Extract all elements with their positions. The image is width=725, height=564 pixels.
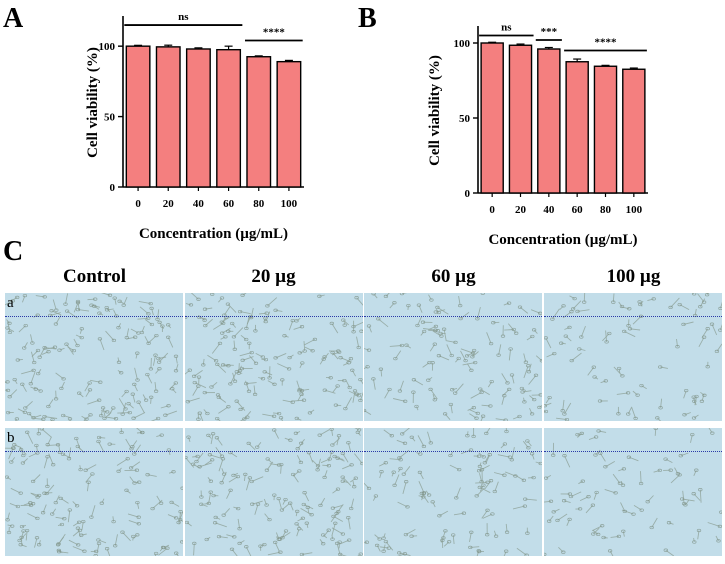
cell-texture	[544, 293, 722, 421]
panel-letter-a: A	[3, 3, 24, 34]
cell-texture	[185, 428, 363, 556]
x-tick-label: 100	[626, 204, 643, 216]
y-tick-label: 100	[99, 41, 116, 53]
bar	[216, 48, 242, 188]
y-tick-label: 50	[104, 112, 116, 124]
micrograph-tile	[544, 293, 722, 421]
bar	[125, 45, 151, 188]
reference-dashed-line	[544, 316, 722, 317]
x-tick-label: 80	[600, 204, 612, 216]
bar	[593, 65, 618, 194]
y-tick-label: 0	[465, 188, 471, 200]
bar	[185, 48, 211, 188]
column-header-60ug: 60 µg	[431, 266, 476, 287]
significance-label: ****	[595, 37, 618, 49]
x-axis-title: Concentration (µg/mL)	[488, 232, 637, 248]
y-axis-title: Cell viability (%)	[427, 55, 443, 166]
reference-dashed-line	[544, 451, 722, 452]
x-tick-label: 60	[572, 204, 584, 216]
micrograph-tile	[185, 428, 363, 556]
y-axis-title: Cell viability (%)	[85, 47, 101, 158]
cell-texture	[5, 428, 183, 556]
micrograph-tile	[364, 428, 542, 556]
x-tick-label: 100	[281, 198, 298, 210]
reference-dashed-line	[5, 316, 183, 317]
x-tick-label: 0	[135, 198, 141, 210]
bar	[276, 60, 302, 188]
x-tick-label: 40	[543, 204, 555, 216]
reference-dashed-line	[364, 316, 542, 317]
column-header-100ug: 100 µg	[606, 266, 661, 287]
reference-dashed-line	[185, 316, 363, 317]
column-header-20ug: 20 µg	[251, 266, 296, 287]
bar	[622, 68, 646, 194]
bar	[155, 46, 181, 188]
cell-texture	[364, 428, 542, 556]
y-tick-label: 100	[454, 38, 471, 50]
panel-letter-c: C	[3, 236, 24, 267]
cell-texture	[364, 293, 542, 421]
x-tick-label: 20	[163, 198, 175, 210]
x-tick-label: 80	[253, 198, 265, 210]
bar	[565, 61, 589, 194]
micrograph-tile	[544, 428, 722, 556]
reference-dashed-line	[5, 451, 183, 452]
panel-letter-b: B	[358, 3, 377, 34]
cell-texture	[544, 428, 722, 556]
row-label: b	[7, 430, 15, 446]
micrograph-tile	[5, 428, 183, 556]
x-tick-label: 60	[223, 198, 235, 210]
row-label: a	[7, 295, 14, 311]
reference-dashed-line	[364, 451, 542, 452]
column-header-control: Control	[63, 266, 126, 287]
y-tick-label: 0	[110, 182, 116, 194]
significance-label: ****	[263, 27, 286, 39]
y-tick-label: 50	[459, 113, 471, 125]
bar	[480, 42, 504, 194]
chart-a: 0 50 100 0 20 40 60 80 100 ns **** Concentration (µ…	[85, 11, 304, 242]
bar	[508, 44, 533, 194]
micrograph-tile	[364, 293, 542, 421]
micrograph-tile	[5, 293, 183, 421]
x-axis-title: Concentration (µg/mL)	[139, 226, 288, 242]
x-tick-label: 40	[193, 198, 205, 210]
cell-texture	[5, 293, 179, 421]
significance-label: ns	[178, 11, 189, 23]
x-tick-label: 0	[489, 204, 495, 216]
significance-label: ns	[501, 22, 512, 34]
cell-texture	[185, 293, 363, 421]
reference-dashed-line	[185, 451, 363, 452]
significance-label: ***	[541, 26, 558, 38]
x-tick-label: 20	[515, 204, 527, 216]
micrograph-tile	[185, 293, 363, 421]
bar	[246, 56, 272, 188]
bar	[537, 48, 561, 194]
